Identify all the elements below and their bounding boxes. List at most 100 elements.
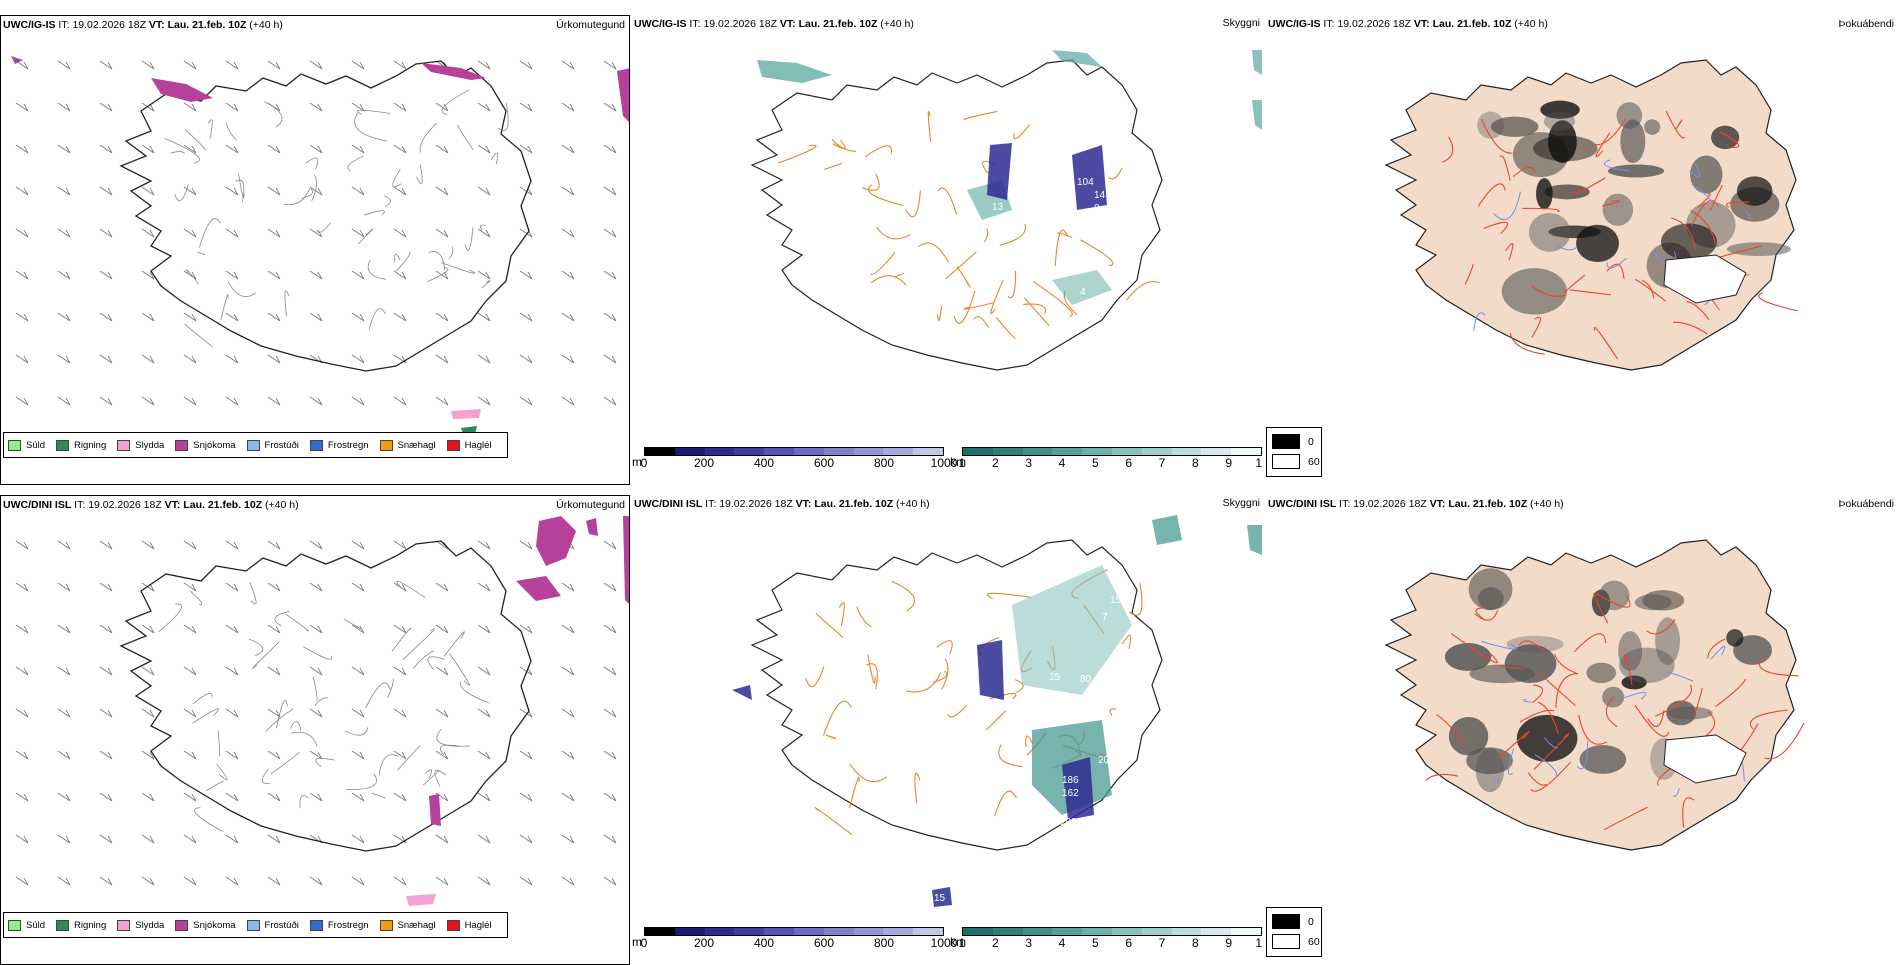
wind-barb	[57, 228, 71, 238]
fog-patch	[1736, 176, 1773, 206]
wind-barb	[351, 540, 365, 550]
colorbar-tick: 10	[1255, 456, 1262, 470]
wind-barb	[351, 396, 365, 406]
terrain-line	[285, 613, 309, 632]
wind-barb	[603, 540, 617, 550]
wind-barb	[351, 270, 365, 280]
wind-barb	[519, 666, 533, 676]
road	[1533, 733, 1570, 770]
wind-barb	[477, 540, 491, 550]
river	[1710, 645, 1726, 660]
colorbar-tick: 7	[1158, 456, 1166, 470]
road	[814, 806, 853, 835]
wind-barb	[141, 582, 155, 592]
terrain-line	[265, 708, 294, 732]
road	[1519, 709, 1555, 723]
wind-barb	[183, 666, 197, 676]
river	[1606, 257, 1627, 269]
wind-barb	[267, 708, 281, 718]
road	[1758, 292, 1798, 312]
wind-barb	[225, 540, 239, 550]
terrain-line	[164, 138, 200, 164]
legend-swatch	[379, 439, 393, 451]
terrain-line	[479, 224, 486, 231]
wind-barb	[225, 792, 239, 802]
visibility-area	[1152, 515, 1182, 545]
road	[1646, 619, 1676, 635]
wind-barb	[477, 144, 491, 154]
road	[936, 305, 943, 322]
road	[1605, 696, 1618, 728]
terrain-line	[184, 129, 206, 151]
road	[815, 613, 844, 639]
legend-item: Haglél	[446, 919, 492, 931]
fog-patch	[1661, 223, 1717, 260]
legend-swatch	[175, 439, 189, 451]
colorbar-cells	[962, 927, 1262, 936]
wind-barb	[351, 354, 365, 364]
wind-barb	[561, 666, 575, 676]
wind-barb	[603, 60, 617, 70]
river	[1544, 737, 1558, 749]
visibility-area	[1252, 50, 1262, 75]
road	[998, 744, 1023, 768]
fog-patch	[1478, 587, 1504, 611]
legend-swatch	[56, 919, 70, 931]
panel-header: UWC/IG-IS IT: 19.02.2026 18Z VT: Lau. 21…	[1268, 18, 1548, 30]
visibility-colorbar: 1 2 3 4 5 6 7 8 9 10 km	[950, 927, 1262, 950]
road	[1483, 221, 1509, 235]
river	[1492, 776, 1500, 784]
terrain-line	[238, 173, 245, 198]
road	[1442, 136, 1454, 163]
road	[1672, 321, 1708, 335]
ceiling-map: 104 13 14 8 4 2	[750, 50, 1262, 371]
terrain-line	[196, 251, 205, 256]
wind-barb	[57, 102, 71, 112]
snow-area	[617, 68, 629, 122]
wind-barb	[519, 834, 533, 844]
wind-barb	[519, 354, 533, 364]
wind-barb	[519, 708, 533, 718]
terrain-line	[314, 697, 329, 706]
road	[946, 705, 967, 718]
terrain-line	[402, 628, 435, 660]
terrain-line	[444, 631, 465, 657]
terrain-line	[289, 721, 302, 731]
legend-label: Slydda	[135, 919, 165, 931]
wind-barb	[141, 60, 155, 70]
colorbar-tick: 8	[1191, 936, 1199, 950]
wind-barb	[309, 876, 323, 886]
road	[1595, 132, 1611, 158]
road	[1539, 672, 1576, 707]
wind-barb	[561, 582, 575, 592]
terrain-line	[345, 773, 377, 790]
wind-barb	[603, 750, 617, 760]
wind-barb	[99, 750, 113, 760]
road	[822, 700, 852, 736]
wind-barb	[267, 792, 281, 802]
wind-barb	[57, 834, 71, 844]
visibility-area	[757, 60, 832, 83]
colorbar-cell	[704, 928, 735, 935]
snow-area	[151, 78, 213, 102]
road	[838, 602, 845, 627]
wind-barb	[561, 186, 575, 196]
wind-barb	[393, 666, 407, 676]
terrain-line	[397, 745, 421, 771]
wind-barb	[393, 312, 407, 322]
fog-patch	[1619, 647, 1675, 684]
road	[1634, 704, 1670, 737]
value-label: 7	[1102, 612, 1108, 623]
terrain-line	[192, 708, 219, 724]
fog-patch	[1475, 748, 1505, 793]
wind-barb	[15, 270, 29, 280]
legend-item: Snæhagl	[379, 439, 436, 451]
road	[1505, 243, 1514, 261]
wind-barb	[603, 396, 617, 406]
wind-barb	[99, 144, 113, 154]
wind-barb	[183, 876, 197, 886]
wind-barb	[183, 792, 197, 802]
wind-barb	[57, 624, 71, 634]
terrain-line	[174, 184, 189, 202]
wind-barb	[225, 876, 239, 886]
